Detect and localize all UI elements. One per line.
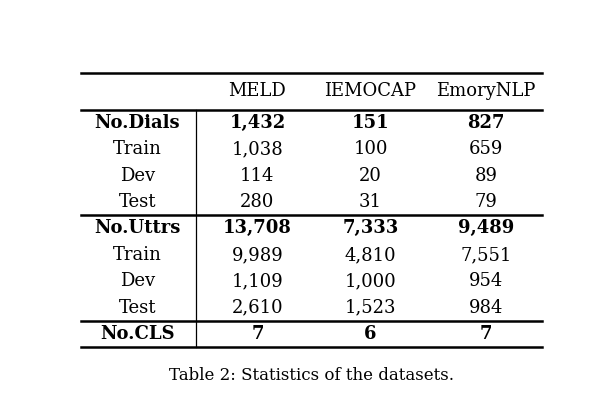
Text: 9,489: 9,489 [458,219,514,237]
Text: 280: 280 [240,193,275,211]
Text: 31: 31 [359,193,382,211]
Text: 954: 954 [469,272,503,290]
Text: Dev: Dev [120,272,155,290]
Text: 7: 7 [251,325,264,343]
Text: Dev: Dev [120,167,155,185]
Text: Table 2: Statistics of the datasets.: Table 2: Statistics of the datasets. [169,367,454,384]
Text: 13,708: 13,708 [223,219,292,237]
Text: MELD: MELD [229,82,286,100]
Text: 984: 984 [469,298,503,317]
Text: No.Uttrs: No.Uttrs [94,219,181,237]
Text: 100: 100 [353,140,388,158]
Text: 659: 659 [469,140,503,158]
Text: 89: 89 [474,167,497,185]
Text: 2,610: 2,610 [232,298,283,317]
Text: 4,810: 4,810 [345,246,396,264]
Text: 6: 6 [364,325,377,343]
Text: 9,989: 9,989 [232,246,283,264]
Text: 1,109: 1,109 [232,272,283,290]
Text: 20: 20 [359,167,382,185]
Text: 151: 151 [351,114,389,132]
Text: EmoryNLP: EmoryNLP [437,82,536,100]
Text: IEMOCAP: IEMOCAP [325,82,416,100]
Text: 7: 7 [480,325,492,343]
Text: No.Dials: No.Dials [94,114,180,132]
Text: Test: Test [119,193,156,211]
Text: Train: Train [113,246,162,264]
Text: 7,551: 7,551 [460,246,511,264]
Text: 827: 827 [467,114,505,132]
Text: Test: Test [119,298,156,317]
Text: Train: Train [113,140,162,158]
Text: 1,432: 1,432 [229,114,286,132]
Text: 114: 114 [240,167,275,185]
Text: 1,038: 1,038 [232,140,283,158]
Text: 79: 79 [474,193,497,211]
Text: 7,333: 7,333 [342,219,399,237]
Text: 1,000: 1,000 [345,272,396,290]
Text: No.CLS: No.CLS [100,325,174,343]
Text: 1,523: 1,523 [345,298,396,317]
